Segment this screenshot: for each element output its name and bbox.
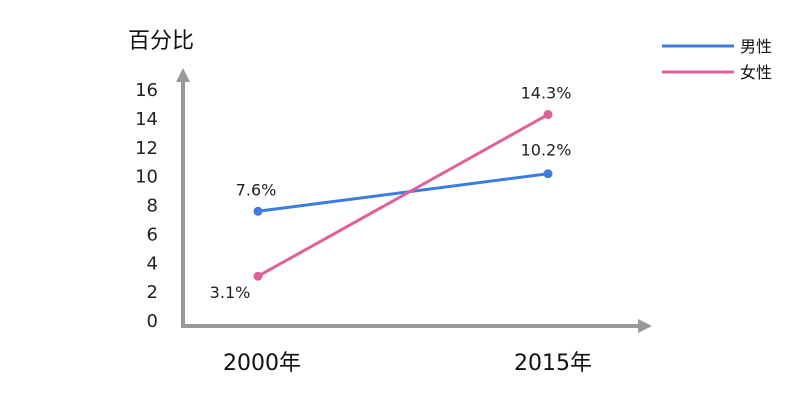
x-axis-arrow [638,319,652,333]
series-layer: 7.6% 10.2% 3.1% 14.3% [210,84,572,303]
y-axis-title: 百分比 [128,29,194,54]
y-tick-label: 12 [135,138,158,159]
legend-label: 女性 [740,63,772,82]
series-line [257,172,549,213]
x-category-label: 2015年 [514,351,592,376]
y-tick-label: 8 [147,196,158,217]
y-tick-labels: 0 2 4 6 8 10 12 14 16 [135,80,158,332]
legend-label: 男性 [740,37,772,56]
data-point [543,110,553,120]
data-label: 14.3% [521,84,572,103]
y-tick-label: 4 [147,253,158,274]
data-label: 7.6% [236,180,277,199]
x-category-label: 2000年 [223,351,301,376]
data-point [253,271,263,281]
y-tick-label: 0 [147,311,158,332]
data-label: 3.1% [210,283,251,302]
x-category-labels: 2000年 2015年 [223,351,592,376]
y-tick-label: 14 [135,109,158,130]
data-point [253,206,263,216]
data-point [543,169,553,179]
series-line [257,113,549,278]
y-tick-label: 16 [135,80,158,101]
data-label: 10.2% [521,141,572,160]
y-axis-arrow [176,68,190,82]
y-tick-label: 2 [147,282,158,303]
axes [176,68,652,333]
y-tick-label: 6 [147,224,158,245]
y-tick-label: 10 [135,167,158,188]
